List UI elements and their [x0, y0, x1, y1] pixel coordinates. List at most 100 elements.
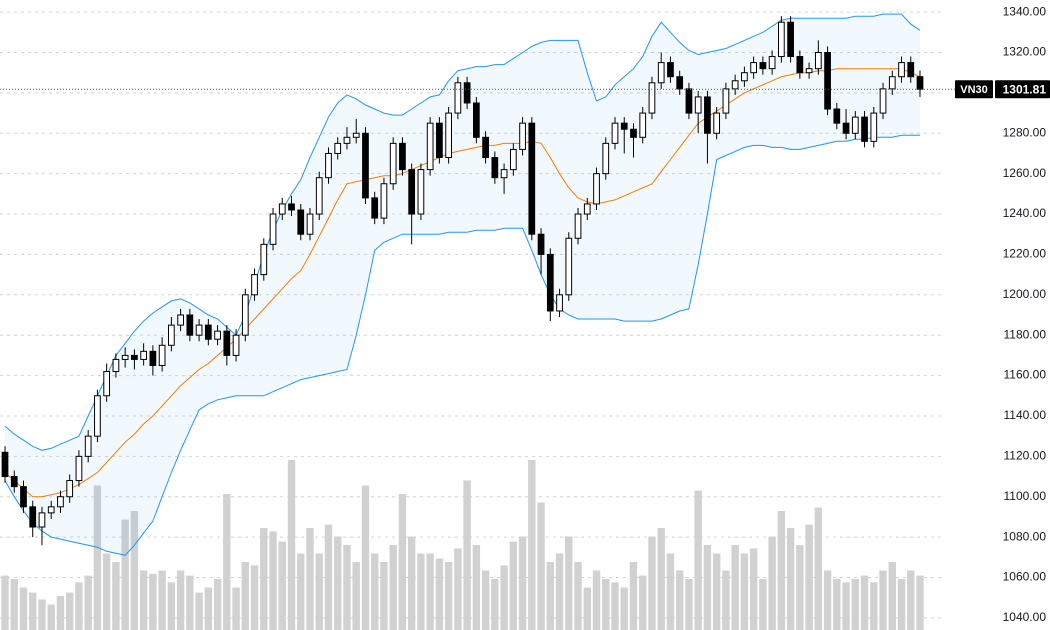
candle-body — [57, 496, 64, 508]
candle-body — [315, 177, 323, 215]
y-tick-label: 1120.00 — [1004, 449, 1047, 463]
volume-bar — [565, 536, 573, 630]
volume-bar — [361, 485, 370, 630]
volume-bar — [407, 536, 416, 630]
volume-bar — [1, 575, 9, 630]
candle-body — [851, 116, 859, 134]
volume-bar — [260, 528, 268, 630]
volume-bar — [389, 545, 397, 630]
candle-body — [389, 142, 397, 185]
volume-bar — [694, 490, 702, 630]
candle-body — [667, 62, 674, 78]
volume-bar — [481, 570, 490, 630]
candle-body — [131, 354, 138, 360]
volume-bar — [287, 460, 296, 630]
volume-bar — [232, 587, 240, 630]
volume-bar — [29, 592, 37, 630]
y-tick-label: 1040.00 — [1003, 610, 1047, 624]
candle-body — [251, 274, 258, 296]
candle-body — [639, 112, 647, 138]
candle-body — [556, 294, 563, 312]
lower-band — [4, 134, 920, 556]
candle-body — [648, 82, 656, 114]
price-tag — [995, 80, 1050, 99]
volume-bar — [777, 511, 786, 630]
candle-body — [574, 213, 582, 239]
candle-body — [519, 122, 526, 150]
volume-bar — [139, 570, 148, 630]
candle-body — [907, 62, 915, 78]
candle-body — [861, 116, 868, 142]
volume-bar — [491, 579, 499, 630]
candle-body — [121, 354, 129, 360]
volume-bar — [371, 553, 379, 630]
volume-bar — [204, 587, 213, 630]
candle-body — [1, 451, 9, 478]
candle-body — [66, 480, 74, 498]
candle-body — [676, 76, 684, 90]
volume-bar — [888, 562, 896, 630]
volume-bar — [676, 570, 684, 630]
candle-body — [583, 203, 591, 215]
volume-bar — [833, 579, 841, 630]
volume-bar — [722, 570, 730, 630]
volume-bar — [823, 570, 832, 630]
candle-body — [454, 82, 462, 114]
volume-bar — [435, 558, 444, 630]
candle-body — [445, 112, 453, 158]
candle-body — [879, 88, 887, 114]
candle-body — [611, 122, 619, 144]
candle-body — [38, 512, 46, 528]
candle-body — [269, 213, 277, 245]
volume-bar — [241, 562, 249, 630]
y-tick-label: 1280.00 — [1003, 125, 1047, 139]
candle-body — [297, 209, 305, 235]
candle-body — [343, 136, 351, 144]
volume-bar — [860, 575, 869, 630]
volume-bar — [879, 570, 887, 630]
volume-bar — [518, 536, 527, 630]
volume-bar — [666, 553, 675, 630]
candle-body — [787, 21, 794, 58]
y-tick-label: 1100.00 — [1004, 489, 1047, 503]
volume-bar — [47, 604, 55, 630]
volume-bar — [380, 562, 388, 630]
volume-bar — [130, 511, 139, 630]
candle-body — [334, 142, 342, 154]
candle-body — [10, 476, 18, 488]
candle-body — [694, 96, 702, 114]
candle-body — [898, 62, 905, 78]
candle-body — [833, 108, 841, 124]
candle-body — [750, 62, 758, 74]
y-tick-label: 1240.00 — [1003, 206, 1047, 220]
candle-body — [842, 122, 850, 134]
volume-bar — [842, 582, 850, 630]
volume-bar — [509, 541, 518, 630]
volume-bar — [740, 553, 749, 630]
candle-body — [167, 324, 175, 346]
candle-body — [768, 56, 776, 70]
volume-bar — [269, 531, 277, 630]
volume-bar — [121, 519, 129, 630]
volume-bar — [731, 545, 739, 630]
y-tick-label: 1160.00 — [1004, 368, 1047, 382]
volume-bar — [546, 562, 554, 630]
volume-bar — [297, 553, 305, 630]
volume-bar — [315, 553, 323, 630]
candle-body — [491, 157, 499, 179]
volume-bar — [897, 579, 906, 630]
candle-body — [417, 169, 425, 215]
candle-body — [426, 122, 434, 171]
volume-bar — [398, 494, 407, 630]
candle-body — [288, 203, 295, 211]
volume-bar — [712, 553, 721, 630]
candle-body — [204, 324, 212, 340]
volume-bar — [537, 502, 545, 630]
volume-bar — [417, 553, 425, 630]
y-tick-label: 1200.00 — [1003, 287, 1047, 301]
volume-bar — [56, 596, 65, 630]
candle-body — [408, 169, 416, 215]
candle-body — [47, 506, 55, 514]
